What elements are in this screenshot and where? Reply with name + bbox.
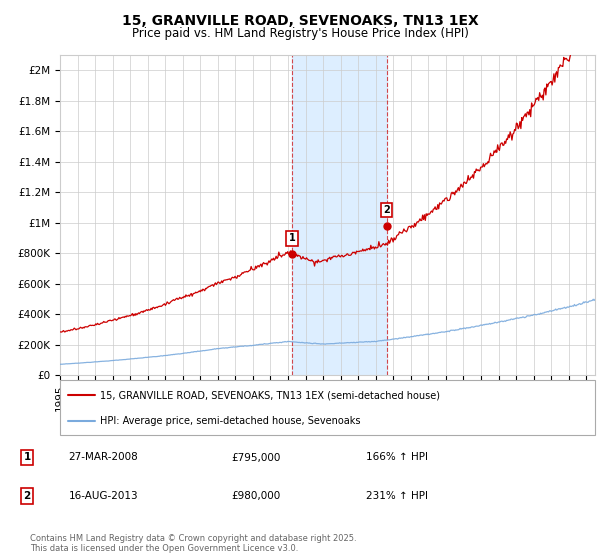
Bar (292, 55, 386, 375)
Text: Contains HM Land Registry data © Crown copyright and database right 2025.
This d: Contains HM Land Registry data © Crown c… (30, 534, 356, 553)
Text: Price paid vs. HM Land Registry's House Price Index (HPI): Price paid vs. HM Land Registry's House … (131, 27, 469, 40)
Text: 1: 1 (23, 452, 31, 463)
Text: £795,000: £795,000 (232, 452, 281, 463)
Text: 1: 1 (289, 233, 295, 243)
Text: 2: 2 (383, 205, 390, 215)
Text: HPI: Average price, semi-detached house, Sevenoaks: HPI: Average price, semi-detached house,… (100, 416, 361, 426)
Text: 16-AUG-2013: 16-AUG-2013 (68, 491, 138, 501)
Text: £980,000: £980,000 (232, 491, 281, 501)
Text: 15, GRANVILLE ROAD, SEVENOAKS, TN13 1EX: 15, GRANVILLE ROAD, SEVENOAKS, TN13 1EX (122, 14, 478, 28)
FancyBboxPatch shape (60, 380, 595, 435)
Text: 27-MAR-2008: 27-MAR-2008 (68, 452, 139, 463)
Text: 166% ↑ HPI: 166% ↑ HPI (366, 452, 428, 463)
Text: 15, GRANVILLE ROAD, SEVENOAKS, TN13 1EX (semi-detached house): 15, GRANVILLE ROAD, SEVENOAKS, TN13 1EX … (100, 390, 440, 400)
Text: 231% ↑ HPI: 231% ↑ HPI (366, 491, 428, 501)
Text: 2: 2 (23, 491, 31, 501)
